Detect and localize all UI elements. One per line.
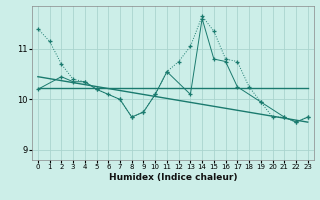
X-axis label: Humidex (Indice chaleur): Humidex (Indice chaleur) xyxy=(108,173,237,182)
